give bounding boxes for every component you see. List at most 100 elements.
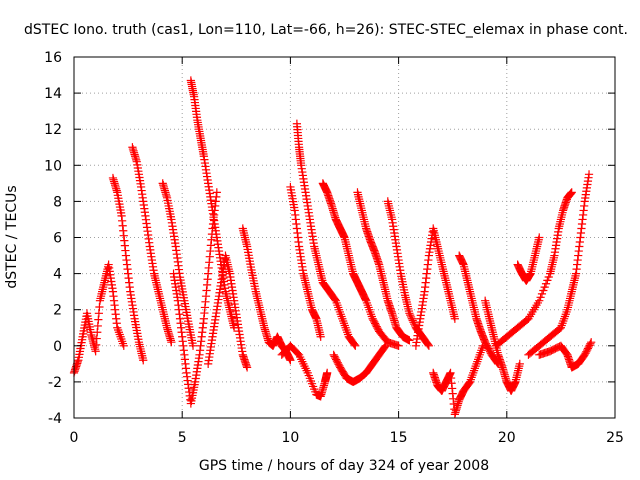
data-point — [350, 340, 359, 349]
x-tick-labels: 0 5 10 15 20 25 — [70, 430, 624, 446]
data-point — [541, 279, 551, 288]
y-tick-label: 4 — [53, 267, 62, 283]
data-point — [370, 319, 380, 328]
data-point — [515, 359, 524, 368]
y-tick-label: 10 — [44, 158, 62, 174]
data-point — [243, 363, 252, 372]
y-tick-label: -4 — [48, 411, 62, 427]
data-point — [424, 341, 433, 350]
data-point — [405, 336, 414, 345]
y-tick-label: 16 — [44, 50, 62, 66]
data-series — [481, 296, 524, 396]
data-point — [587, 338, 596, 347]
data-point — [394, 341, 403, 350]
data-point — [368, 314, 377, 323]
data-series — [513, 233, 544, 285]
data-point — [330, 295, 340, 304]
data-series — [429, 341, 488, 419]
data-series — [286, 182, 325, 341]
data-point — [371, 320, 380, 330]
data-series — [491, 188, 576, 350]
data-points — [69, 76, 596, 419]
y-axis-label: dSTEC / TECUs — [4, 185, 20, 288]
data-point — [536, 293, 545, 302]
data-point — [586, 339, 595, 348]
y-tick-label: 2 — [53, 303, 62, 319]
x-tick-label: 5 — [178, 430, 187, 446]
data-point — [334, 360, 343, 369]
data-point — [381, 341, 390, 350]
y-tick-label: 14 — [44, 86, 62, 102]
data-point — [580, 350, 589, 359]
data-series — [158, 179, 198, 350]
data-point — [188, 341, 198, 350]
data-point — [119, 341, 128, 350]
data-series — [329, 341, 390, 386]
y-tick-labels: -4 -2 0 2 4 6 8 10 12 14 16 — [44, 50, 62, 427]
data-point — [332, 357, 342, 366]
y-tick-label: 0 — [53, 339, 62, 355]
data-point — [329, 350, 338, 359]
data-point — [373, 324, 382, 333]
data-point — [481, 339, 491, 348]
x-tick-label: 20 — [498, 430, 516, 446]
data-point — [539, 286, 548, 295]
data-series — [524, 170, 594, 359]
y-tick-label: 6 — [53, 231, 62, 247]
data-point — [286, 356, 295, 365]
x-axis-label: GPS time / hours of day 324 of year 2008 — [199, 458, 489, 474]
data-point — [567, 188, 576, 197]
data-point — [584, 342, 593, 352]
data-point — [380, 342, 389, 352]
y-tick-label: -2 — [48, 375, 62, 391]
data-point — [535, 233, 544, 242]
data-series — [238, 224, 295, 365]
data-point — [370, 317, 379, 326]
data-series — [186, 76, 239, 332]
data-point — [485, 345, 494, 355]
data-point — [583, 345, 592, 355]
data-point — [540, 283, 549, 292]
data-point — [351, 341, 360, 350]
data-point — [582, 347, 591, 356]
x-tick-label: 10 — [281, 430, 299, 446]
data-point — [581, 349, 590, 358]
data-series — [411, 224, 459, 350]
data-point — [316, 332, 325, 341]
data-point — [330, 352, 339, 361]
data-point — [535, 296, 544, 305]
data-point — [450, 314, 459, 323]
x-tick-label: 25 — [606, 430, 624, 446]
data-series — [383, 197, 433, 350]
data-series — [277, 341, 332, 401]
x-tick-label: 15 — [390, 430, 408, 446]
data-series — [204, 251, 252, 372]
data-point — [485, 347, 495, 356]
data-series — [169, 188, 221, 408]
chart-title: dSTEC Iono. truth (cas1, Lon=110, Lat=-6… — [24, 22, 628, 38]
data-point — [543, 276, 552, 285]
data-point — [481, 338, 490, 347]
data-point — [423, 340, 433, 349]
data-point — [484, 344, 493, 353]
data-point — [583, 344, 593, 353]
data-series — [108, 173, 148, 365]
data-point — [585, 341, 594, 350]
data-point — [167, 338, 176, 347]
data-point — [212, 188, 221, 197]
data-point — [584, 170, 594, 179]
data-point — [544, 272, 553, 282]
y-tick-label: 8 — [53, 194, 62, 210]
data-point — [333, 358, 342, 367]
data-series — [318, 179, 403, 350]
y-tick-label: 12 — [44, 122, 62, 138]
data-series — [69, 260, 128, 377]
data-point — [369, 316, 378, 325]
axis-ticks — [73, 56, 616, 419]
data-series — [535, 338, 596, 372]
data-series — [353, 188, 414, 345]
x-tick-label: 0 — [70, 430, 79, 446]
data-point — [139, 356, 148, 365]
data-point — [331, 353, 340, 363]
